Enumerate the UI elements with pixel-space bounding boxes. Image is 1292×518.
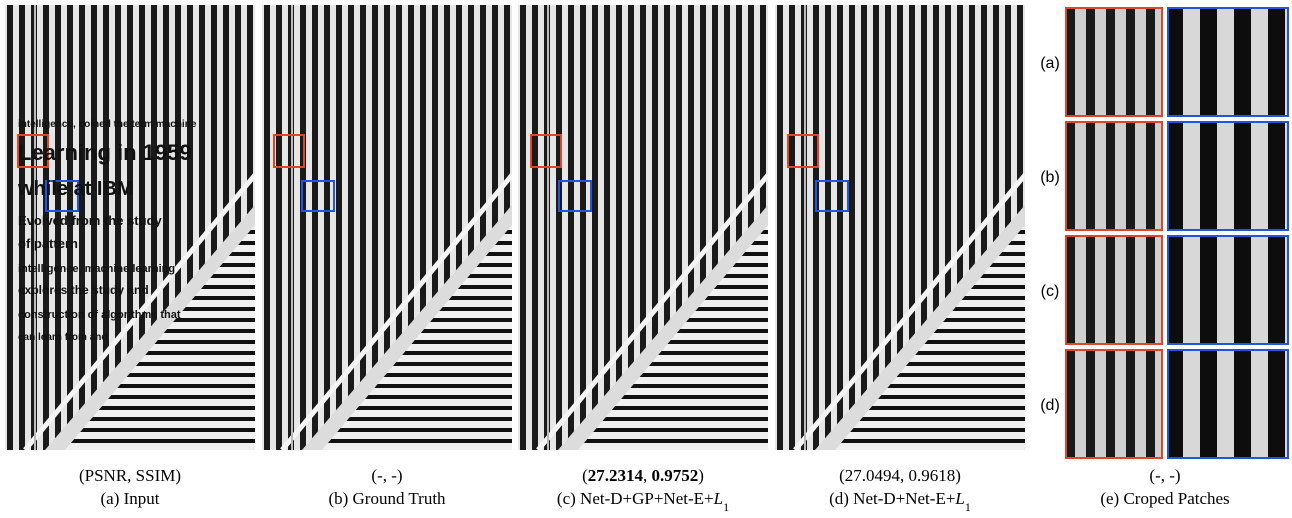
caption-part: (d) Net-D+Net-E+ (829, 489, 955, 508)
row-label: (d) (1040, 397, 1060, 414)
caption-part: (-, -) (371, 466, 402, 485)
metrics: (PSNR, SSIM) (79, 466, 181, 485)
caption-part: 1 (723, 500, 729, 514)
row-label: (a) (1040, 55, 1060, 72)
metrics: (-, -) (1149, 466, 1180, 485)
patch-blue (1168, 122, 1288, 230)
overlay-text: while at IBM (17, 178, 134, 200)
caption-part: L (954, 489, 964, 508)
overlay-text: Evolved from the study (18, 213, 163, 228)
image-ground-truth (262, 5, 512, 450)
patch-red (1066, 122, 1162, 230)
patch-red (1066, 350, 1162, 458)
caption-part: (a) Input (100, 489, 159, 508)
caption-part: L (713, 489, 723, 508)
patch-blue (1168, 236, 1288, 344)
overlay-text: can learn from and (18, 332, 107, 343)
caption-part: (c) Net-D+GP+Net-E+ (557, 489, 714, 508)
row-label: (c) (1041, 283, 1060, 300)
figure: intelligence, coined the term machine Lea… (0, 0, 1292, 518)
patch-red (1066, 8, 1162, 116)
caption-part: ) (698, 466, 704, 485)
caption: (d) Net-D+Net-E+L1 (829, 489, 971, 514)
image-net-gp (518, 5, 768, 450)
caption-part: (e) Croped Patches (1100, 489, 1229, 508)
metrics: (27.2314, 0.9752) (582, 466, 704, 485)
caption-part: , (643, 466, 652, 485)
caption-part: (b) Ground Truth (328, 489, 446, 508)
overlay-text: of pattern (18, 236, 78, 251)
overlay-text: Learning in 1959 (18, 140, 192, 165)
caption-part: 1 (965, 500, 971, 514)
overlay-text: explores the study and (18, 283, 149, 297)
overlay-text: construction of algorithms that (18, 309, 181, 321)
image-net (775, 5, 1025, 450)
patches: (a) (b) (c) (d) (1040, 8, 1288, 458)
caption-part: 27.2314 (588, 466, 644, 485)
row-label: (b) (1040, 169, 1060, 186)
patch-blue (1168, 8, 1288, 116)
metrics: (27.0494, 0.9618) (839, 466, 961, 485)
caption-part: 0.9752 (652, 466, 699, 485)
overlay-text: intelligence, machine learning (18, 263, 175, 275)
caption: (a) Input (100, 489, 159, 508)
caption: (e) Croped Patches (1100, 489, 1229, 508)
patch-blue (1168, 350, 1288, 458)
caption: (b) Ground Truth (328, 489, 446, 508)
caption-part: (27.0494, 0.9618) (839, 466, 961, 485)
captions: (PSNR, SSIM) (a) Input (-, -) (b) Ground Tr… (79, 466, 1230, 514)
patch-red (1066, 236, 1162, 344)
caption-part: (PSNR, SSIM) (79, 466, 181, 485)
image-input: intelligence, coined the term machine Lea… (5, 5, 255, 450)
caption: (c) Net-D+GP+Net-E+L1 (557, 489, 729, 514)
overlay-text: intelligence, coined the term machine (18, 119, 197, 130)
caption-part: (-, -) (1149, 466, 1180, 485)
metrics: (-, -) (371, 466, 402, 485)
